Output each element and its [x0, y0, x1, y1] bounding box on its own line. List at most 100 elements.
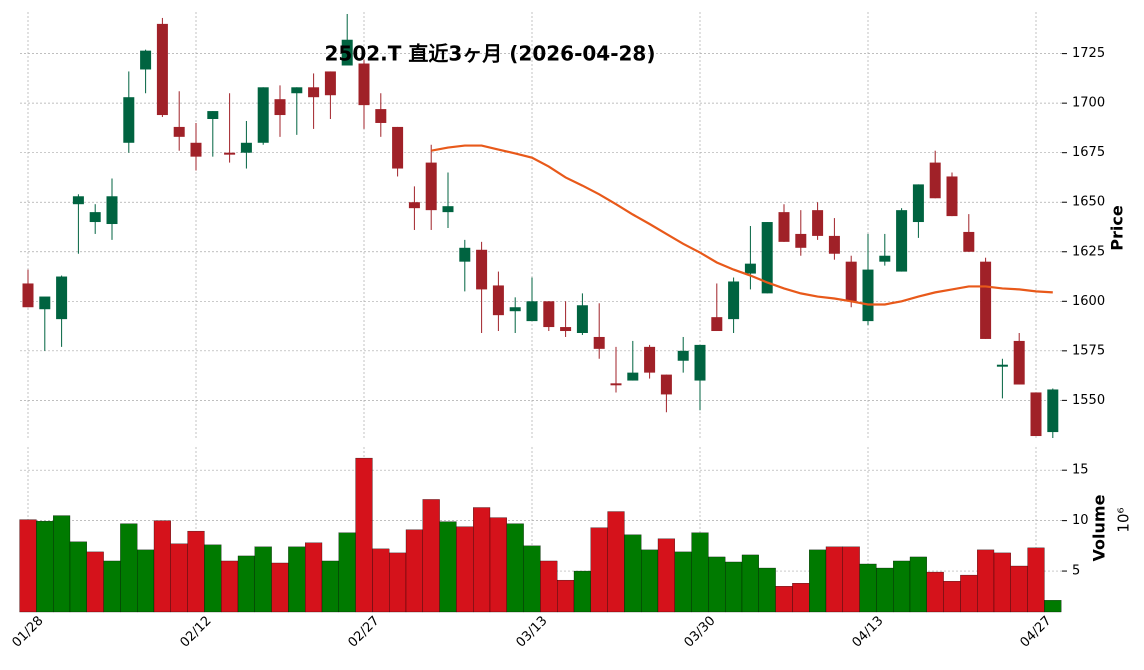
volume-bar — [809, 549, 827, 613]
y-tick-label: 1625 — [1072, 244, 1105, 259]
candle-body — [173, 126, 185, 137]
volume-bar — [170, 543, 188, 613]
y-tick-label: 1575 — [1072, 343, 1105, 358]
candle-body — [778, 212, 790, 242]
volume-bar — [741, 554, 759, 613]
y-tick-label: 15 — [1072, 463, 1089, 478]
volume-bar — [36, 520, 54, 613]
volume-bar — [372, 548, 390, 613]
volume-bar — [792, 583, 810, 613]
candle-body — [694, 344, 706, 381]
volume-bar — [288, 546, 306, 613]
volume-bar — [153, 520, 171, 613]
volume-bar — [120, 523, 138, 613]
volume-bar — [523, 545, 541, 613]
volume-bar — [473, 507, 491, 613]
volume-bar — [909, 556, 927, 613]
candle-body — [392, 126, 404, 169]
y-axis-label: Price — [1108, 205, 1127, 251]
candle-body — [1030, 392, 1042, 437]
volume-bar — [960, 574, 978, 613]
volume-bar — [607, 511, 625, 613]
volume-bar — [103, 560, 121, 613]
y-tick-label: 1675 — [1072, 145, 1105, 160]
volume-bar — [657, 538, 675, 613]
candle-body — [560, 327, 572, 332]
candle-body — [996, 364, 1008, 367]
y-tick-label: 1550 — [1072, 393, 1105, 408]
candle-body — [526, 301, 538, 322]
volume-bar — [758, 567, 776, 613]
candle-body — [442, 206, 454, 213]
volume-bar — [926, 571, 944, 613]
volume-offset-label: 10⁶ — [1115, 507, 1133, 532]
volume-bar — [977, 549, 995, 613]
candle-body — [89, 212, 101, 223]
candle-body — [879, 255, 891, 262]
candle-body — [341, 39, 353, 66]
candle-body — [39, 296, 51, 310]
y-tick-label: 5 — [1072, 564, 1080, 579]
candle-body — [845, 261, 857, 302]
x-tick-label: 04/13 — [849, 613, 886, 650]
volume-bar — [355, 457, 373, 613]
candle-body — [123, 97, 135, 143]
candle-body — [896, 210, 908, 272]
candle-body — [291, 87, 303, 94]
volume-bar — [321, 560, 339, 613]
candle-body — [862, 269, 874, 322]
candle-body — [912, 184, 924, 223]
candle-body — [795, 233, 807, 248]
volume-bar — [691, 532, 709, 613]
candle-body — [660, 374, 672, 395]
volume-bar — [876, 567, 894, 613]
volume-bar — [506, 523, 524, 613]
volume-bar — [573, 570, 591, 613]
volume-bar — [708, 556, 726, 613]
candle-body — [644, 346, 656, 373]
candle-body — [711, 317, 723, 332]
candle-body — [946, 176, 958, 217]
volume-bar — [842, 546, 860, 613]
candle-body — [140, 50, 152, 70]
volume-bar — [271, 562, 289, 613]
x-tick-label: 02/12 — [177, 613, 214, 650]
x-tick-label: 02/27 — [345, 613, 382, 650]
volume-bar — [204, 544, 222, 613]
candle-body — [425, 162, 437, 211]
volume-axis-label: Volume — [1090, 494, 1109, 561]
candle-body — [22, 283, 34, 308]
volume-bar — [540, 560, 558, 613]
volume-bar — [1044, 600, 1062, 613]
volume-bar — [1010, 565, 1028, 613]
chart-title: 2502.T 直近3ヶ月 (2026-04-28) — [325, 42, 656, 66]
volume-bar — [557, 579, 575, 613]
candle-body — [240, 142, 252, 153]
candle-body — [156, 23, 168, 116]
candle-body — [812, 210, 824, 236]
candle-body — [1047, 389, 1059, 433]
volume-bar — [53, 515, 71, 613]
candle-body — [610, 383, 622, 386]
y-tick-label: 1600 — [1072, 294, 1105, 309]
candle-body — [375, 109, 387, 123]
volume-bar — [338, 532, 356, 613]
volume-bar — [825, 546, 843, 613]
candle-body — [476, 249, 488, 290]
moving-average-line — [430, 144, 1053, 306]
x-tick-label: 03/13 — [513, 613, 550, 650]
candle-body — [257, 87, 269, 143]
candle-body — [324, 71, 336, 96]
y-tick-label: 1700 — [1072, 96, 1105, 111]
volume-bar — [86, 551, 104, 613]
candle-body — [677, 350, 689, 361]
x-tick-label: 01/28 — [9, 613, 46, 650]
volume-bar — [624, 534, 642, 613]
volume-bar — [237, 555, 255, 613]
x-tick-label: 03/30 — [681, 613, 718, 650]
volume-bar — [456, 526, 474, 613]
candle-body — [980, 261, 992, 339]
volume-bar — [775, 586, 793, 613]
volume-bar — [859, 563, 877, 613]
volume-bar — [590, 527, 608, 613]
